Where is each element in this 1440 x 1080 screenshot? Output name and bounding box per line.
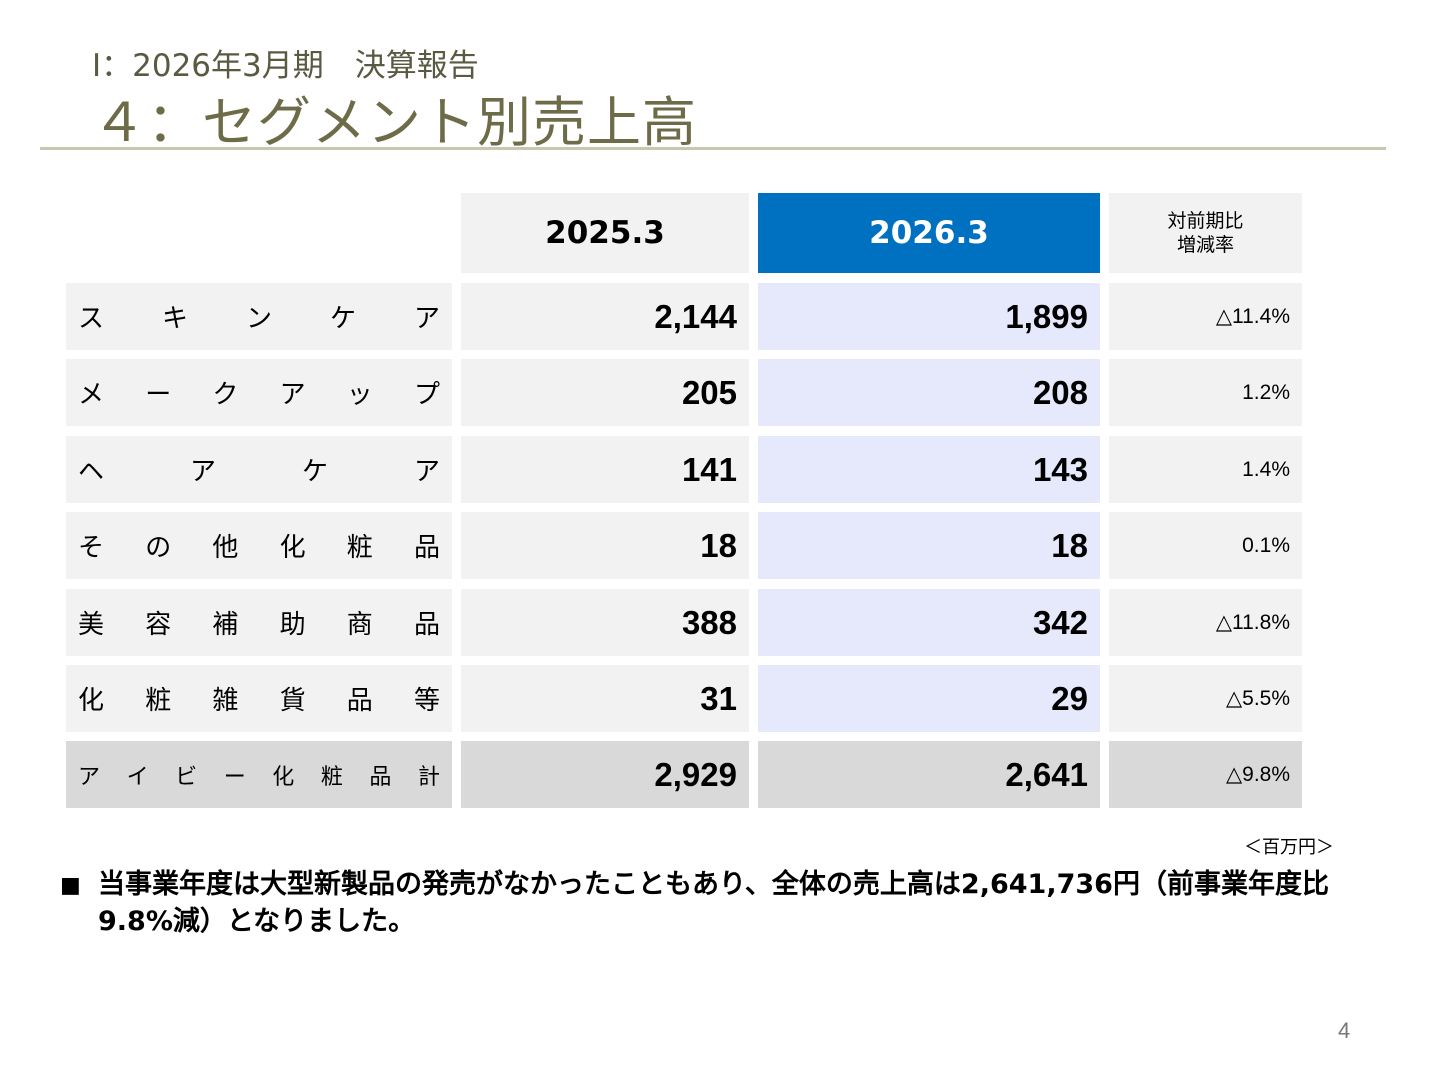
segment-label-char: 貨 xyxy=(279,686,306,716)
segment-label-char: 容 xyxy=(145,610,172,640)
segment-label-char: ケ xyxy=(301,457,328,487)
segment-label-char: 品 xyxy=(413,533,440,563)
change-rate: △9.8% xyxy=(1109,741,1302,808)
change-rate: △5.5% xyxy=(1109,665,1302,732)
rate-header-line2: 増減率 xyxy=(1176,234,1234,256)
segment-label-char: ア xyxy=(413,304,440,334)
segment-label-char: 品 xyxy=(413,610,440,640)
segment-label-char: の xyxy=(145,533,172,563)
value-2026: 143 xyxy=(758,436,1100,503)
value-2026: 2,641 xyxy=(758,741,1100,808)
value-2026: 1,899 xyxy=(758,283,1100,350)
value-2025: 205 xyxy=(461,359,749,426)
segment-label-char: ー xyxy=(145,380,172,410)
segment-label-char: イ xyxy=(126,764,149,790)
segment-label-char: ッ xyxy=(346,380,373,410)
segment-label-char: 化 xyxy=(272,764,295,790)
segment-label-char: キ xyxy=(161,304,188,334)
segment-label: その他化粧品 xyxy=(66,512,452,579)
bullet-square-icon: ■ xyxy=(60,873,81,898)
value-2025: 388 xyxy=(461,589,749,656)
segment-label: 美容補助商品 xyxy=(66,589,452,656)
segment-label-char: ク xyxy=(212,380,239,410)
segment-label-char: 化 xyxy=(279,533,306,563)
segment-label-char: ア xyxy=(279,380,306,410)
segment-label: メークアップ xyxy=(66,359,452,426)
segment-label-char: 品 xyxy=(369,764,392,790)
segment-label-char: 計 xyxy=(417,764,440,790)
segment-label: スキンケア xyxy=(66,283,452,350)
segment-label-char: 助 xyxy=(279,610,306,640)
value-2025: 2,929 xyxy=(461,741,749,808)
change-rate: 1.4% xyxy=(1109,436,1302,503)
page-title: ４：セグメント別売上高 xyxy=(92,91,697,154)
segment-label-char: ス xyxy=(78,304,105,334)
page-number: 4 xyxy=(1338,1018,1351,1043)
segment-label-char: 他 xyxy=(212,533,239,563)
segment-label-char: ケ xyxy=(329,304,356,334)
segment-label: アイビー化粧品計 xyxy=(66,741,452,808)
segment-label-char: ヘ xyxy=(78,457,105,487)
value-2026: 18 xyxy=(758,512,1100,579)
column-header-2025: 2025.3 xyxy=(461,193,749,273)
segment-label-char: ー xyxy=(223,764,246,790)
segment-label-char: 等 xyxy=(413,686,440,716)
segment-label-char: 美 xyxy=(78,610,105,640)
segment-label-char: 雑 xyxy=(212,686,239,716)
segment-label-char: 粧 xyxy=(346,533,373,563)
column-header-rate: 対前期比 増減率 xyxy=(1109,193,1302,273)
segment-label-char: 品 xyxy=(346,686,373,716)
segment-label-char: ビ xyxy=(175,764,198,790)
value-2026: 29 xyxy=(758,665,1100,732)
segment-label: 化粧雑貨品等 xyxy=(66,665,452,732)
segment-label-char: ア xyxy=(78,764,101,790)
segment-label-char: 補 xyxy=(212,610,239,640)
unit-label: ＜百万円＞ xyxy=(1244,837,1334,858)
change-rate: △11.4% xyxy=(1109,283,1302,350)
value-2026: 342 xyxy=(758,589,1100,656)
value-2025: 141 xyxy=(461,436,749,503)
page-subtitle: Ⅰ：2026年3月期 決算報告 xyxy=(92,48,479,84)
segment-label-char: 商 xyxy=(346,610,373,640)
summary-note: ■ 当事業年度は大型新製品の発売がなかったこともあり、全体の売上高は2,641,… xyxy=(60,866,1380,940)
segment-label-char: そ xyxy=(78,533,105,563)
change-rate: 0.1% xyxy=(1109,512,1302,579)
segment-label-char: ア xyxy=(189,457,216,487)
title-divider xyxy=(40,147,1386,150)
segment-label-char: 粧 xyxy=(145,686,172,716)
column-header-2026: 2026.3 xyxy=(758,193,1100,273)
segment-label-char: プ xyxy=(413,380,440,410)
segment-label-char: ン xyxy=(245,304,272,334)
summary-note-text: 当事業年度は大型新製品の発売がなかったこともあり、全体の売上高は2,641,73… xyxy=(98,869,1329,937)
value-2025: 18 xyxy=(461,512,749,579)
segment-label: ヘアケア xyxy=(66,436,452,503)
segment-label-char: メ xyxy=(78,380,105,410)
value-2025: 31 xyxy=(461,665,749,732)
rate-header-line1: 対前期比 xyxy=(1167,210,1244,232)
segment-label-char: 化 xyxy=(78,686,105,716)
change-rate: △11.8% xyxy=(1109,589,1302,656)
value-2026: 208 xyxy=(758,359,1100,426)
change-rate: 1.2% xyxy=(1109,359,1302,426)
segment-label-char: ア xyxy=(413,457,440,487)
value-2025: 2,144 xyxy=(461,283,749,350)
segment-label-char: 粧 xyxy=(320,764,343,790)
